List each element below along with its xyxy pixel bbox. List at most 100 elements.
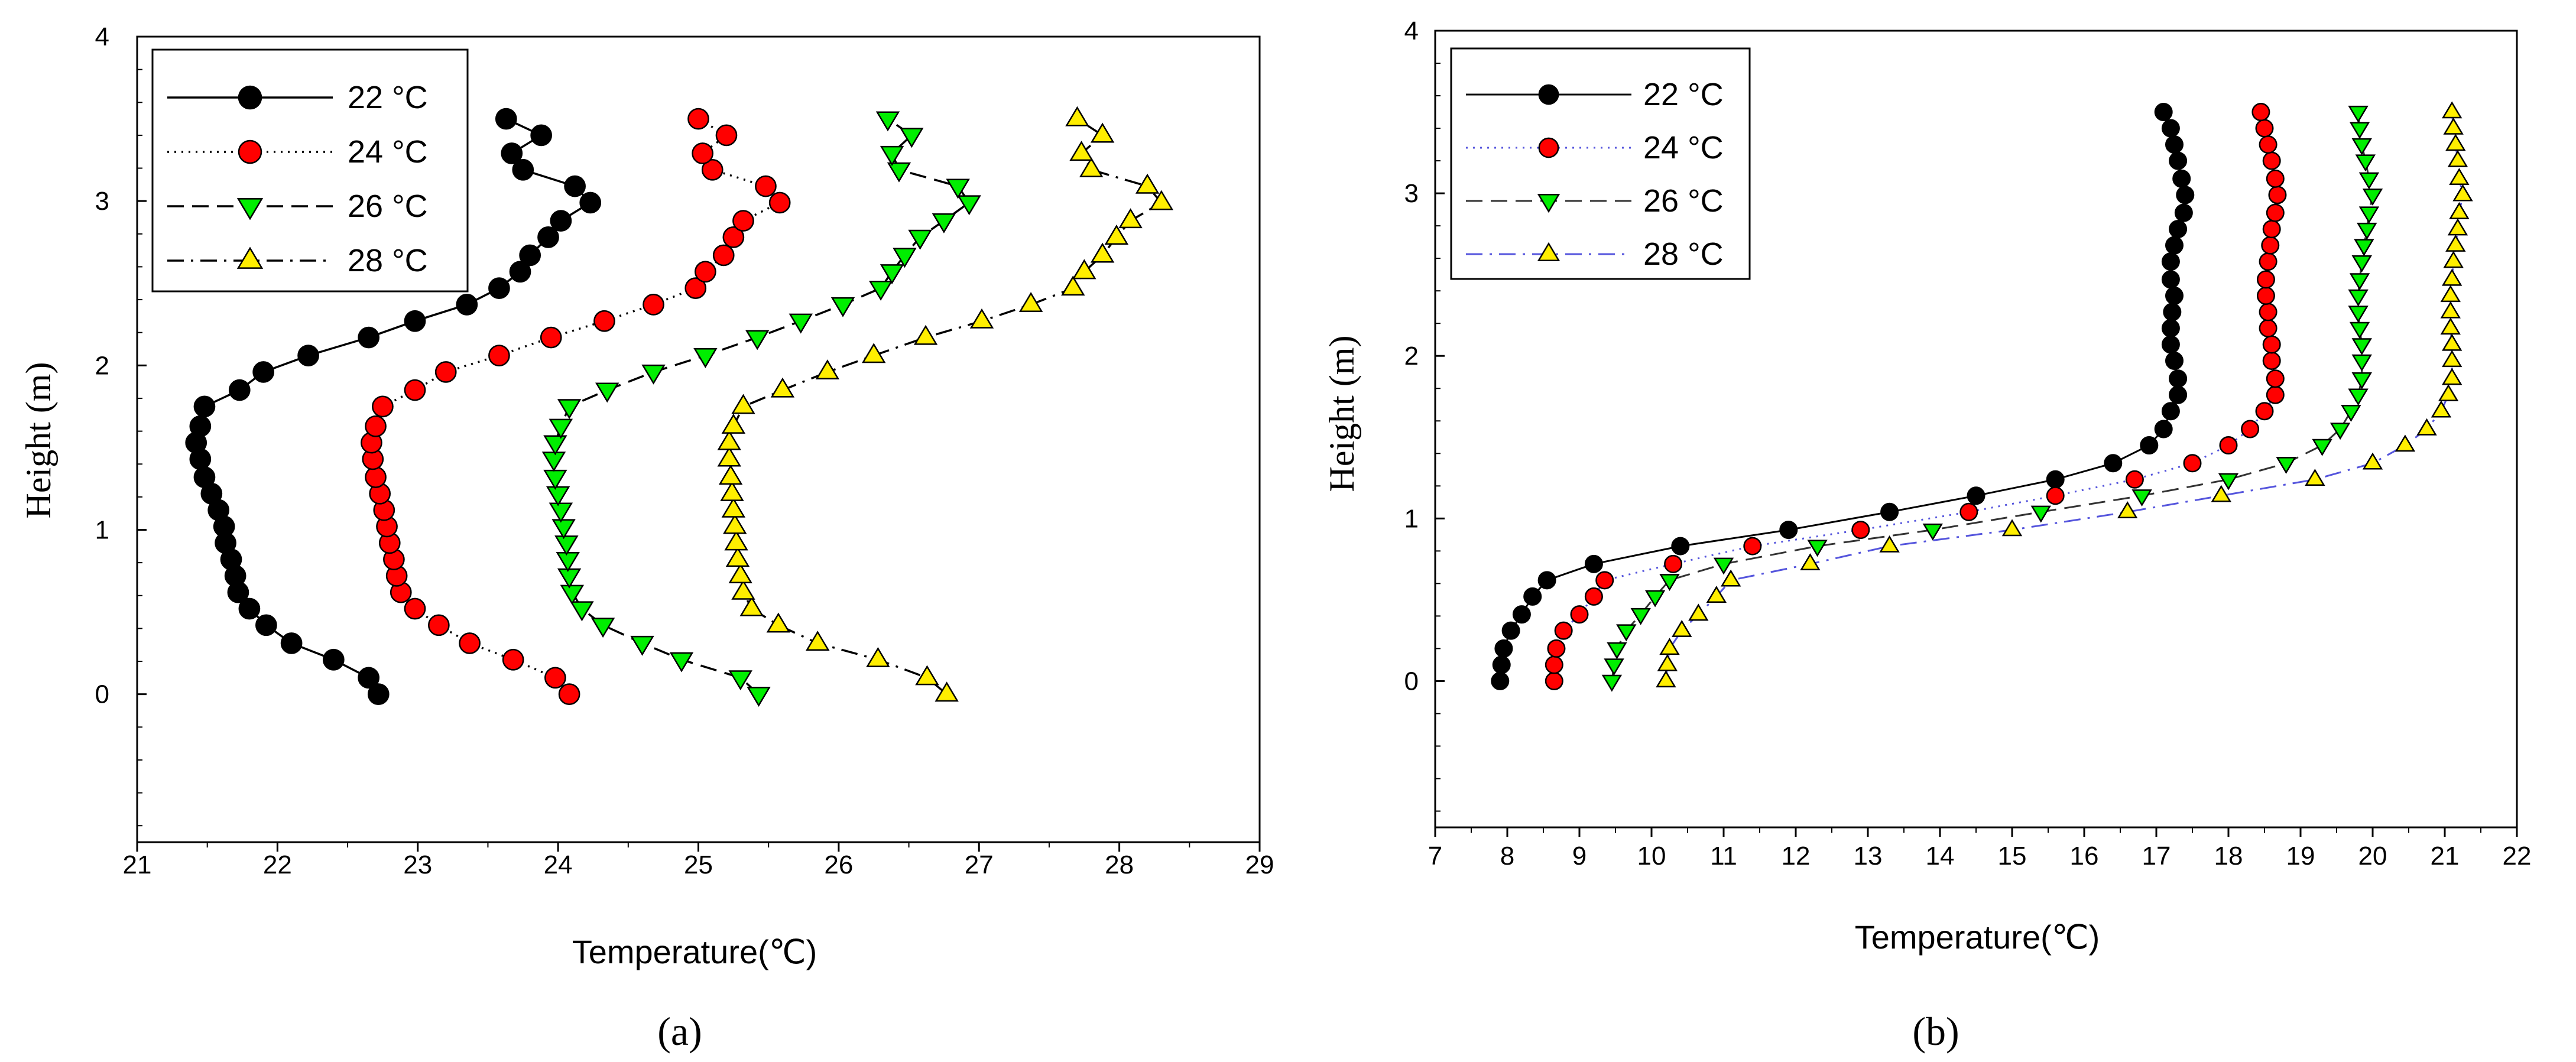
data-point: [693, 348, 718, 368]
data-point: [684, 277, 707, 299]
data-point: [1959, 502, 1978, 521]
data-point: [1512, 605, 1531, 624]
data-point: [543, 435, 567, 456]
data-point: [712, 244, 735, 267]
data-point: [1967, 486, 1985, 505]
data-point: [770, 377, 795, 398]
x-tick-label: 21: [123, 850, 152, 879]
data-point: [546, 486, 570, 506]
data-point: [579, 191, 602, 214]
data-point: [365, 415, 387, 437]
data-point: [721, 413, 746, 434]
x-tick-label: 15: [1998, 842, 2027, 871]
data-point: [2001, 519, 2023, 537]
data-point: [2349, 321, 2370, 339]
data-point: [456, 294, 478, 316]
data-point: [1743, 537, 1762, 556]
data-point: [252, 361, 274, 383]
data-point: [669, 652, 694, 673]
legend: 22 °C 24 °C 26 °C 28 °C: [151, 48, 469, 293]
data-point: [720, 480, 744, 501]
data-point: [1090, 122, 1115, 143]
data-point: [2266, 169, 2285, 188]
y-tick-label: 0: [1404, 667, 1419, 696]
data-point: [2349, 273, 2370, 291]
data-point: [2154, 420, 2173, 439]
data-point: [731, 394, 755, 414]
data-point: [593, 310, 615, 332]
data-point: [687, 108, 709, 130]
data-point: [1851, 521, 1870, 540]
y-tick-label: 2: [1404, 342, 1419, 371]
data-point: [2259, 319, 2277, 337]
data-point: [1630, 608, 1651, 625]
data-point: [2443, 117, 2464, 135]
data-point: [2259, 252, 2277, 271]
data-point: [358, 326, 380, 349]
data-point: [830, 297, 855, 317]
series-line: [553, 118, 971, 695]
data-point: [1659, 638, 1680, 655]
data-point: [2358, 172, 2380, 190]
panel-caption: (b): [1912, 1009, 1959, 1054]
data-point: [2268, 186, 2287, 204]
legend-label: 24 °C: [1643, 130, 1724, 165]
legend-marker: [1538, 137, 1559, 158]
data-point: [1659, 574, 1680, 592]
data-point: [2349, 122, 2370, 139]
data-point: [1547, 639, 1566, 658]
data-point: [297, 345, 319, 366]
data-point: [2440, 285, 2461, 303]
data-point: [875, 111, 900, 132]
data-point: [2305, 469, 2325, 486]
data-point: [2176, 186, 2195, 204]
data-point: [2355, 154, 2376, 172]
data-point: [551, 519, 576, 540]
data-point: [280, 632, 303, 654]
data-point: [556, 551, 580, 572]
data-point: [367, 683, 390, 706]
data-point: [2262, 351, 2281, 370]
data-point: [2341, 405, 2361, 422]
data-point: [718, 465, 743, 485]
data-point: [2169, 385, 2188, 404]
data-point: [1607, 642, 1627, 660]
data-point: [745, 330, 770, 350]
series-2: [1545, 103, 2287, 690]
data-point: [1545, 671, 1563, 690]
x-tick-label: 22: [263, 850, 292, 879]
data-point: [2330, 423, 2351, 440]
data-point: [2165, 286, 2184, 305]
legend-marker: [236, 246, 264, 269]
data-point: [2251, 103, 2270, 122]
data-point: [1922, 523, 1943, 541]
data-point: [695, 261, 716, 283]
data-point: [550, 210, 572, 232]
data-point: [2259, 135, 2277, 154]
data-point: [2354, 239, 2374, 256]
data-point: [541, 452, 566, 472]
data-point: [932, 213, 956, 233]
data-point: [595, 382, 619, 403]
legend-label: 28 °C: [1643, 236, 1724, 272]
data-point: [2161, 335, 2180, 354]
data-point: [701, 158, 724, 181]
legend-marker: [1537, 194, 1560, 213]
data-point: [2261, 236, 2280, 255]
legend-label: 26 °C: [1643, 183, 1724, 219]
x-tick-label: 27: [965, 850, 994, 879]
x-tick-label: 29: [1245, 850, 1274, 879]
chart-panel-a: 21 22 23 24 25 26 27 28 2901234Temperature(℃)Hei…: [19, 22, 1274, 1054]
data-point: [2046, 486, 2065, 505]
data-point: [766, 612, 791, 633]
data-point: [2442, 368, 2463, 385]
data-point: [2351, 338, 2372, 356]
data-point: [365, 466, 387, 488]
series-4: [1656, 101, 2473, 688]
data-point: [880, 145, 904, 166]
data-point: [358, 667, 380, 689]
data-point: [488, 277, 510, 299]
legend-label: 24 °C: [348, 134, 428, 170]
data-point: [2030, 505, 2051, 523]
data-point: [1800, 553, 1821, 571]
